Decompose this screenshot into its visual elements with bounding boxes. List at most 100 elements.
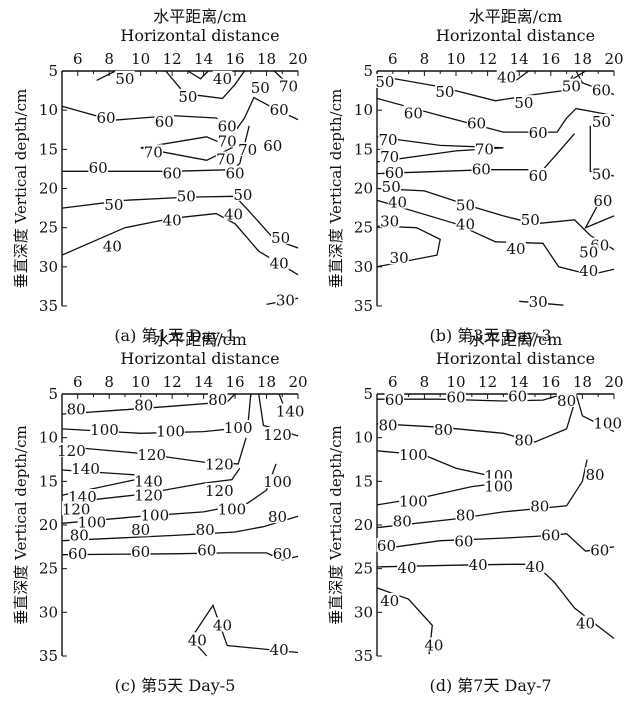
contour-label-bg (529, 498, 550, 513)
contour-label-bg (140, 507, 170, 522)
contour-label: 40 (497, 68, 516, 86)
contour-label-bg (223, 206, 244, 221)
contour-label-bg (269, 641, 289, 656)
contour-label-bg (66, 401, 86, 416)
contour-label-bg (96, 110, 116, 124)
contour-label-bg (205, 456, 234, 471)
contour-label-bg (237, 142, 258, 157)
x-tick-label: 10 (131, 373, 150, 391)
contour-label-bg (520, 211, 541, 226)
contour-label-bg (143, 144, 164, 159)
contour-label-bg (196, 542, 217, 557)
contour-label: 50 (592, 165, 611, 183)
contour-label: 40 (397, 559, 416, 577)
contour-label: 80 (379, 416, 398, 434)
contour-label-bg (61, 501, 91, 516)
x-tick-label: 10 (446, 50, 465, 68)
contour-label-bg (466, 115, 487, 130)
contour-label: 80 (434, 421, 453, 439)
x-tick-label: 16 (541, 50, 560, 68)
contour-label: 60 (131, 543, 150, 561)
contour-label: 40 (213, 616, 232, 634)
contour-label-bg (468, 557, 488, 572)
contour-label-bg (556, 392, 577, 407)
contour-label: 50 (271, 229, 290, 247)
contour-label: 60 (89, 159, 108, 177)
contour-label-bg (591, 82, 612, 97)
contour-label: 70 (144, 143, 163, 161)
contour-label: 60 (273, 545, 292, 563)
contour-label: 140 (276, 402, 305, 420)
contour-label-bg (528, 124, 548, 139)
y-tick-label: 25 (39, 560, 58, 578)
contour-label: 100 (141, 506, 170, 524)
contour-line-70 (376, 136, 504, 163)
y-tick-label: 35 (354, 647, 373, 665)
contour-label: 50 (115, 70, 134, 88)
contour-label-bg (455, 507, 476, 522)
contour-label-bg (67, 545, 88, 560)
x-tick-label: 20 (604, 50, 623, 68)
contour-label: 60 (467, 114, 486, 132)
contour-label: 120 (134, 486, 163, 504)
y-tick-label: 25 (354, 560, 373, 578)
contour-label-bg (397, 559, 417, 574)
contour-label-bg (275, 292, 296, 307)
contour-label: 40 (388, 194, 407, 212)
contour-label: 50 (251, 79, 270, 97)
contour-label: 40 (469, 556, 488, 574)
contour-label: 70 (279, 78, 298, 96)
contour-line-120 (61, 437, 247, 465)
contour-label-bg (88, 160, 108, 175)
contour-label-bg (69, 527, 90, 542)
contour-label: 40 (163, 212, 182, 230)
contour-label-bg (384, 392, 405, 407)
contour-label-bg (224, 420, 253, 435)
contour-label-bg (90, 421, 119, 436)
contour-label-bg (176, 188, 197, 203)
contour-label-bg (205, 482, 234, 497)
contour-label: 60 (454, 533, 473, 551)
contour-label: 50 (233, 186, 252, 204)
x-tick-label: 8 (104, 50, 114, 68)
contour-label: 60 (155, 113, 174, 131)
contour-label: 60 (593, 192, 612, 210)
x-tick-label: 6 (388, 50, 398, 68)
x-axis-title-cn: 水平距离/cm (153, 330, 247, 349)
contour-label: 60 (218, 118, 237, 136)
contour-label-bg (379, 149, 400, 164)
contour-label: 70 (475, 140, 494, 158)
y-tick-label: 35 (354, 297, 373, 315)
contour-label: 80 (514, 431, 533, 449)
contour-label-bg (269, 102, 289, 117)
contour-label-bg (225, 165, 245, 180)
x-tick-label: 14 (194, 373, 213, 391)
y-tick-label: 20 (354, 180, 373, 198)
contour-label-bg (134, 473, 163, 488)
contour-label-bg (387, 194, 408, 209)
y-tick-label: 35 (39, 297, 58, 315)
y-tick-label: 5 (363, 385, 373, 403)
contour-label-bg (381, 178, 402, 193)
contour-label-bg (541, 527, 561, 542)
y-tick-label: 10 (354, 429, 373, 447)
contour-label-bg (212, 617, 233, 632)
contour-label-bg (162, 165, 182, 180)
contour-label-bg (270, 229, 291, 244)
contour-label: 140 (134, 472, 163, 490)
contour-label: 40 (456, 216, 475, 234)
contour-label-bg (376, 537, 397, 552)
contour-label-bg (263, 138, 283, 153)
contour-label-bg (506, 240, 526, 255)
contour-label: 50 (521, 211, 540, 229)
contour-label-bg (446, 389, 466, 404)
contour-label-bg (269, 255, 289, 270)
x-tick-label: 12 (163, 373, 182, 391)
contour-label: 70 (379, 131, 398, 149)
y-tick-label: 30 (354, 258, 373, 276)
contour-label: 50 (382, 178, 401, 196)
contour-label-bg (403, 105, 424, 120)
contour-label: 70 (218, 133, 237, 151)
contour-label-bg (379, 213, 400, 228)
